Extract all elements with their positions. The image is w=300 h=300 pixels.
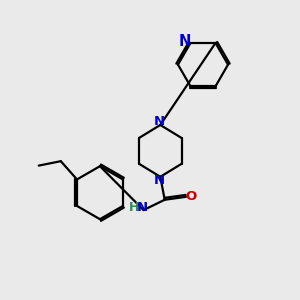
Text: O: O [185, 190, 197, 203]
Text: N: N [136, 201, 148, 214]
Text: N: N [153, 115, 164, 128]
Text: N: N [153, 174, 164, 187]
Text: H: H [129, 201, 139, 214]
Text: N: N [179, 34, 191, 49]
